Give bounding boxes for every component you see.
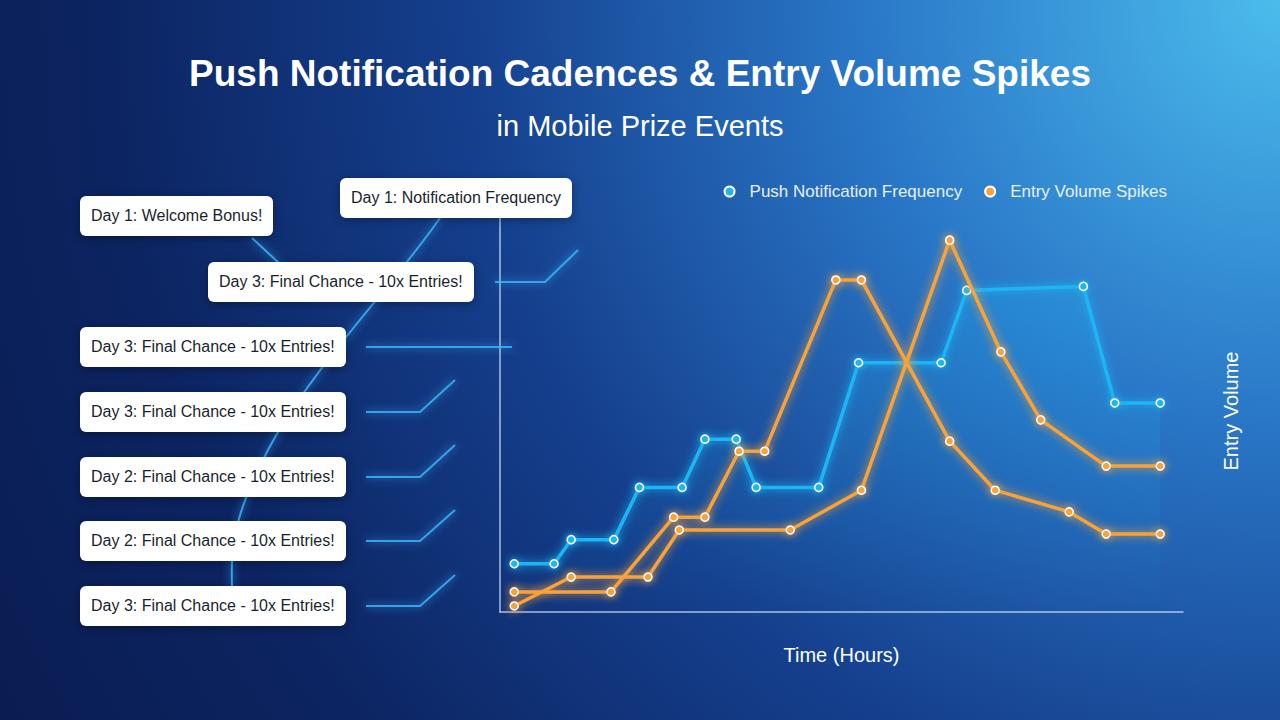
- svg-text:Push Notification Frequency: Push Notification Frequency: [750, 182, 963, 201]
- html-text:Day 3: Final Chance - 10x Entr: Day 3: Final Chance - 10x Entries!: [91, 597, 335, 614]
- html-text:Day 3: Final Chance - 10x Entr: Day 3: Final Chance - 10x Entries!: [219, 273, 463, 290]
- svg-text:in Mobile Prize Events: in Mobile Prize Events: [497, 110, 784, 142]
- svg-text:Push Notification Cadences & E: Push Notification Cadences & Entry Volum…: [189, 53, 1091, 94]
- html-text:Day 2: Final Chance - 10x Entr: Day 2: Final Chance - 10x Entries!: [91, 468, 335, 485]
- html-text:Day 2: Final Chance - 10x Entr: Day 2: Final Chance - 10x Entries!: [91, 532, 335, 549]
- html-text:Day 3: Final Chance - 10x Entr: Day 3: Final Chance - 10x Entries!: [91, 403, 335, 420]
- svg-text:Time (Hours): Time (Hours): [784, 644, 900, 666]
- html-text:Day 3: Final Chance - 10x Entr: Day 3: Final Chance - 10x Entries!: [91, 338, 335, 355]
- html-text:Day 1: Notification Frequency: Day 1: Notification Frequency: [351, 189, 561, 206]
- svg-text:Entry Volume: Entry Volume: [1220, 352, 1242, 471]
- html-text:Day 1: Welcome Bonus!: Day 1: Welcome Bonus!: [91, 207, 263, 224]
- svg-text:Entry Volume Spikes: Entry Volume Spikes: [1010, 182, 1167, 201]
